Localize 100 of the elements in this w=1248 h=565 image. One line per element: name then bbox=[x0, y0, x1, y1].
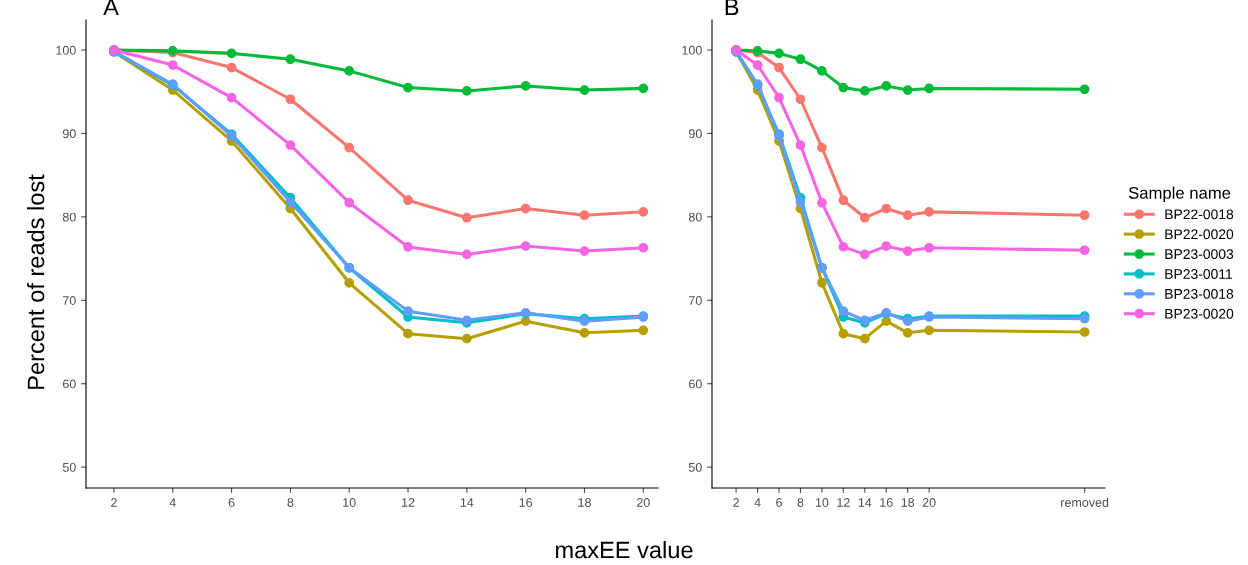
point bbox=[403, 242, 413, 252]
point bbox=[167, 60, 178, 70]
legend-label: BP23-0018 bbox=[1165, 288, 1234, 299]
point bbox=[1079, 327, 1090, 337]
x-tick-label: 8 bbox=[287, 498, 294, 507]
point bbox=[344, 197, 355, 208]
legend-label: BP23-0011 bbox=[1165, 269, 1233, 279]
point bbox=[285, 54, 296, 65]
point bbox=[638, 207, 649, 217]
x-tick-label: 20 bbox=[922, 498, 936, 507]
point bbox=[774, 62, 784, 73]
x-tick-label: 12 bbox=[837, 498, 850, 507]
x-tick-label: 16 bbox=[880, 498, 893, 507]
point bbox=[881, 203, 892, 214]
point bbox=[579, 246, 590, 256]
legend-label: BP23-0020 bbox=[1165, 308, 1234, 319]
legend-title: Sample name bbox=[1128, 186, 1231, 203]
point bbox=[902, 246, 913, 256]
point bbox=[795, 54, 806, 65]
x-tick-label: 12 bbox=[402, 498, 415, 507]
y-tick-label: 100 bbox=[682, 45, 702, 55]
point bbox=[795, 196, 806, 207]
y-tick-label: 50 bbox=[62, 462, 76, 472]
y-tick-label: 70 bbox=[63, 296, 76, 305]
point bbox=[924, 242, 935, 253]
x-tick-label: 8 bbox=[797, 498, 804, 507]
x-tick-label: removed bbox=[1061, 497, 1109, 507]
x-tick-label: 18 bbox=[578, 498, 591, 507]
point bbox=[579, 210, 590, 221]
point bbox=[226, 48, 237, 59]
legend-label: BP22-0018 bbox=[1165, 209, 1234, 220]
x-tick-label: 18 bbox=[901, 498, 915, 507]
point bbox=[902, 210, 913, 221]
point bbox=[1079, 84, 1090, 95]
point bbox=[774, 48, 784, 59]
point bbox=[881, 241, 892, 251]
point bbox=[638, 83, 649, 94]
x-tick-label: 16 bbox=[519, 498, 533, 507]
point bbox=[638, 325, 649, 336]
x-tick-label: 14 bbox=[460, 498, 474, 507]
point bbox=[403, 328, 413, 339]
legend-label: BP23-0003 bbox=[1165, 249, 1234, 260]
point bbox=[752, 60, 763, 70]
y-tick-label: 90 bbox=[688, 129, 702, 139]
point bbox=[838, 82, 849, 93]
point bbox=[638, 242, 649, 253]
x-tick-label: 4 bbox=[754, 498, 761, 507]
point bbox=[859, 212, 870, 223]
point bbox=[461, 333, 472, 344]
point bbox=[403, 82, 413, 93]
point bbox=[226, 62, 237, 73]
x-tick-label: 14 bbox=[858, 498, 872, 507]
point bbox=[859, 249, 870, 260]
point bbox=[285, 140, 296, 150]
x-axis-title: maxEE value bbox=[556, 540, 693, 559]
x-tick-label: 4 bbox=[169, 498, 176, 507]
point bbox=[403, 195, 413, 206]
x-tick-label: 2 bbox=[733, 498, 739, 507]
point bbox=[774, 92, 784, 103]
point bbox=[579, 85, 590, 95]
point bbox=[817, 277, 827, 288]
point bbox=[461, 212, 472, 223]
point bbox=[285, 94, 296, 105]
x-tick-label: 10 bbox=[815, 498, 829, 507]
point bbox=[344, 142, 355, 153]
x-tick-label: 6 bbox=[228, 498, 235, 507]
point bbox=[461, 249, 472, 260]
x-tick-label: 10 bbox=[343, 498, 356, 507]
y-tick-label: 100 bbox=[56, 45, 76, 55]
point bbox=[817, 66, 827, 76]
point bbox=[1079, 210, 1090, 221]
point bbox=[838, 306, 849, 317]
y-tick-label: 60 bbox=[63, 379, 76, 389]
y-axis-title: Percent of reads lost bbox=[27, 174, 45, 389]
point bbox=[520, 81, 531, 91]
x-tick-label: 20 bbox=[636, 498, 650, 507]
x-tick-label: 6 bbox=[776, 498, 782, 507]
point bbox=[226, 92, 237, 103]
point bbox=[579, 327, 590, 338]
point bbox=[881, 81, 892, 91]
point bbox=[924, 325, 935, 336]
point bbox=[924, 83, 935, 94]
point bbox=[520, 241, 531, 251]
y-tick-label: 70 bbox=[689, 296, 702, 305]
y-tick-label: 60 bbox=[689, 379, 702, 389]
y-tick-label: 80 bbox=[688, 212, 702, 222]
point bbox=[461, 86, 472, 96]
y-tick-label: 80 bbox=[62, 212, 76, 222]
point bbox=[924, 207, 935, 217]
point bbox=[795, 94, 806, 105]
point bbox=[817, 197, 827, 208]
y-tick-label: 50 bbox=[688, 462, 702, 472]
point bbox=[838, 242, 849, 252]
point bbox=[344, 66, 355, 76]
point bbox=[838, 195, 849, 206]
y-tick-label: 90 bbox=[62, 129, 76, 139]
legend-label: BP22-0020 bbox=[1165, 229, 1234, 240]
point bbox=[795, 140, 806, 150]
point bbox=[403, 306, 413, 317]
point bbox=[902, 85, 913, 95]
